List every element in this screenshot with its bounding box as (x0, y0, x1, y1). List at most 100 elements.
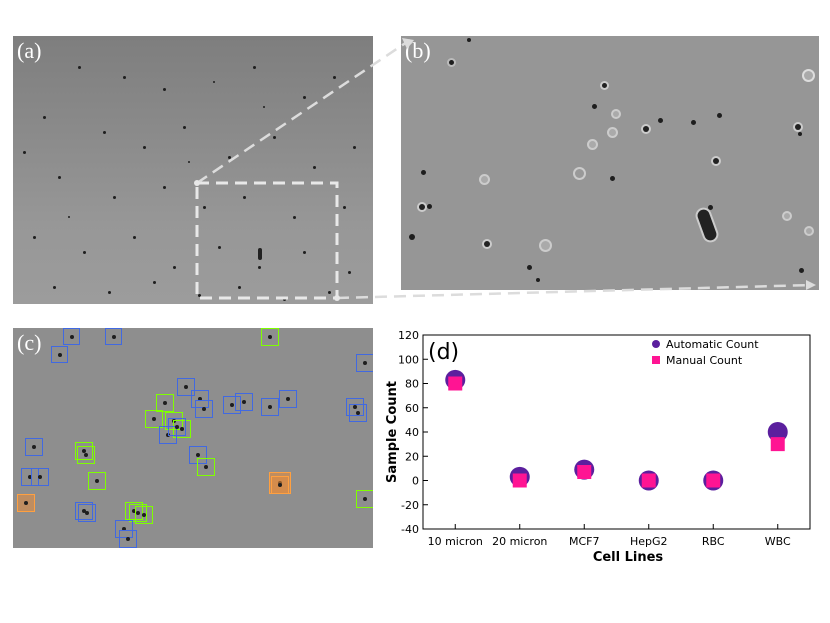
cell (243, 196, 246, 199)
y-axis: -40 -20 0 20 40 60 80 100 120 (398, 329, 428, 536)
cell (83, 251, 86, 254)
cell (204, 465, 208, 469)
manual-count-point (448, 376, 463, 391)
cell (230, 403, 234, 407)
count-chart: (d) -40 -20 0 20 40 60 80 100 120 10 micron 20 mi… (385, 329, 811, 565)
detection-box (197, 458, 215, 476)
cell (806, 228, 812, 234)
cell (419, 204, 425, 210)
cell (82, 449, 86, 453)
legend: Automatic Count Manual Count (652, 338, 759, 367)
legend-automatic-marker (652, 340, 660, 348)
panel-label-a: (a) (17, 38, 42, 63)
cell (142, 513, 146, 517)
cell (38, 475, 42, 479)
detection-box (75, 442, 93, 460)
cell (152, 417, 156, 421)
cell (23, 151, 26, 154)
cell (111, 334, 116, 339)
cell (28, 475, 32, 479)
cell (242, 400, 246, 404)
y-tick-label: -20 (401, 499, 419, 512)
cell (68, 216, 70, 218)
detection-box (51, 346, 68, 363)
cell (57, 352, 62, 357)
cell (589, 141, 596, 148)
cell (610, 176, 615, 181)
detection-box (261, 328, 279, 346)
detection-box (346, 398, 364, 416)
x-axis-title: Cell Lines (593, 550, 664, 565)
cell (33, 236, 36, 239)
manual-count-point (577, 465, 592, 480)
legend-automatic-label: Automatic Count (666, 338, 759, 351)
legend-manual-marker (652, 356, 660, 364)
detection-box (223, 396, 241, 414)
cell (484, 241, 490, 247)
cell (202, 407, 206, 411)
cell (536, 278, 540, 282)
cell (303, 96, 306, 99)
cell (353, 146, 356, 149)
cell (592, 104, 597, 109)
detection-box (75, 502, 93, 520)
cell (303, 251, 306, 254)
y-tick-label: 80 (405, 378, 419, 391)
cell (613, 111, 619, 117)
cell (175, 425, 179, 429)
detection-box (356, 490, 373, 508)
cell (658, 118, 663, 123)
detection-box (349, 404, 367, 422)
detection-box (63, 328, 80, 345)
cell (108, 291, 111, 294)
cell (363, 497, 367, 501)
cell (643, 126, 649, 132)
cell (58, 176, 61, 179)
cell (183, 126, 186, 129)
cell (609, 129, 616, 136)
micrograph-panel-b: (b) (401, 36, 819, 290)
cell (313, 166, 316, 169)
detection-box (145, 410, 163, 428)
cell (163, 88, 166, 91)
detection-box (135, 506, 153, 524)
cell (421, 170, 426, 175)
cell (123, 76, 126, 79)
y-tick-label: 60 (405, 402, 419, 415)
x-axis: 10 micron 20 micron MCF7 HepG2 RBC WBC (428, 524, 791, 548)
cell (180, 427, 184, 431)
cell (427, 204, 432, 209)
detection-box (88, 472, 106, 490)
manual-count-point (641, 473, 656, 488)
cell (53, 286, 56, 289)
manual-count-point (512, 473, 527, 488)
cell (283, 298, 286, 301)
cell (708, 205, 713, 210)
cell (184, 385, 188, 389)
panel-label-d: (d) (428, 340, 459, 365)
debris-cluster (695, 207, 719, 243)
detection-box (78, 504, 96, 522)
cell (253, 66, 256, 69)
cell (218, 246, 221, 249)
legend-manual-label: Manual Count (666, 354, 743, 367)
detection-box (261, 398, 279, 416)
cell (82, 509, 86, 513)
x-tick-label: HepG2 (630, 535, 668, 548)
cell (95, 479, 99, 483)
panel-label-b: (b) (405, 38, 431, 63)
cell (188, 161, 190, 163)
micrograph-panel-a: (a) (13, 36, 373, 304)
cell (799, 268, 804, 273)
panel-label-c: (c) (17, 330, 42, 355)
cell (467, 38, 471, 42)
cell (163, 186, 166, 189)
detection-box (177, 378, 195, 396)
cell (153, 281, 156, 284)
cell (213, 81, 215, 83)
y-tick-label: -40 (401, 523, 419, 536)
cell (143, 146, 146, 149)
detection-box (189, 446, 207, 464)
y-tick-label: 0 (412, 475, 419, 488)
detection-box (105, 328, 122, 345)
